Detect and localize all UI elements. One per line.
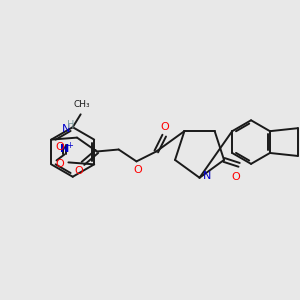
Text: O: O	[56, 159, 64, 170]
Text: N: N	[62, 124, 70, 134]
Text: O: O	[56, 142, 64, 152]
Text: O: O	[161, 122, 170, 132]
Text: O: O	[232, 172, 241, 182]
Text: N: N	[202, 171, 211, 181]
Text: O: O	[75, 166, 83, 176]
Text: H: H	[68, 120, 75, 130]
Text: CH₃: CH₃	[73, 100, 90, 109]
Text: O: O	[133, 165, 142, 176]
Text: +: +	[66, 142, 73, 151]
Text: N: N	[60, 145, 69, 154]
